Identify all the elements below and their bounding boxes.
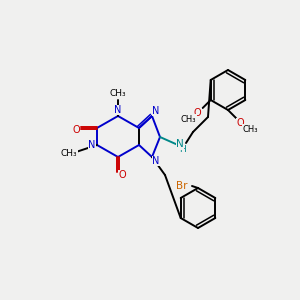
Text: N: N [152,156,160,166]
Text: CH₃: CH₃ [110,89,126,98]
Text: CH₃: CH₃ [61,148,77,158]
Text: O: O [194,108,202,118]
Text: N: N [88,140,96,150]
Text: CH₃: CH₃ [181,115,197,124]
Text: O: O [118,170,126,180]
Text: N: N [176,139,184,149]
Text: N: N [152,106,160,116]
Text: Br: Br [176,181,188,191]
Text: H: H [180,146,186,154]
Text: CH₃: CH₃ [242,124,258,134]
Text: N: N [114,105,122,115]
Text: O: O [72,125,80,135]
Text: O: O [236,118,244,128]
